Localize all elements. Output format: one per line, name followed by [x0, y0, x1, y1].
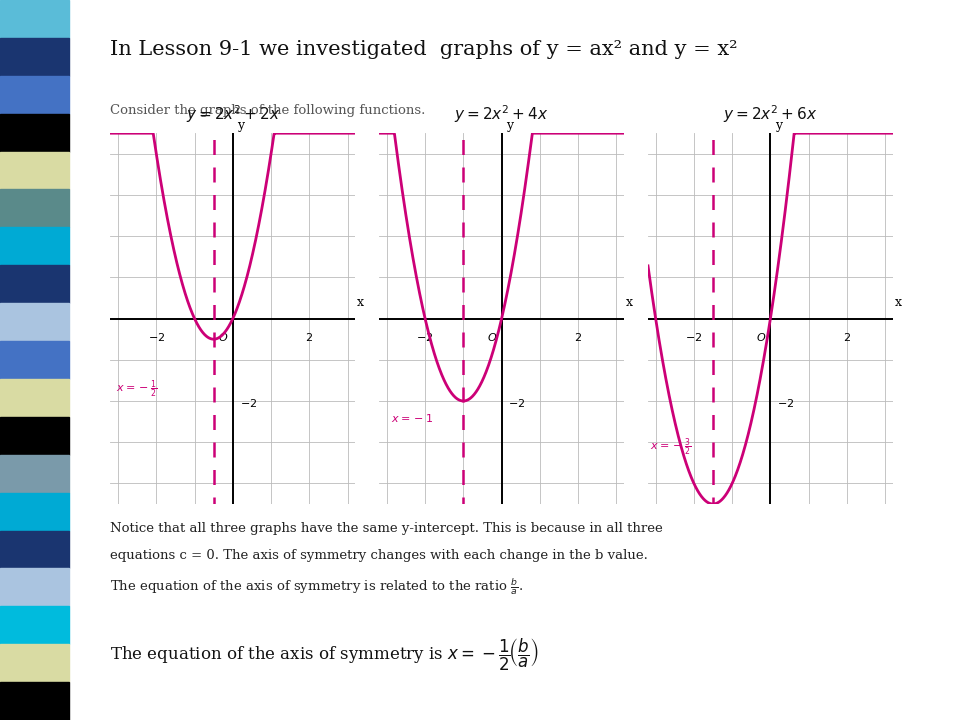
- Text: $x = -\frac{1}{2}$: $x = -\frac{1}{2}$: [116, 379, 157, 400]
- Text: In Lesson 9-1 we investigated  graphs of y = ax² and y = x²: In Lesson 9-1 we investigated graphs of …: [110, 40, 738, 58]
- Text: $-2$: $-2$: [417, 331, 434, 343]
- Text: y: y: [506, 119, 514, 132]
- Text: $2$: $2$: [305, 331, 313, 343]
- Text: x: x: [357, 296, 364, 310]
- Text: $O$: $O$: [487, 331, 497, 343]
- Text: x: x: [895, 296, 901, 310]
- Text: $O$: $O$: [218, 331, 228, 343]
- Text: $x = -1$: $x = -1$: [391, 412, 433, 423]
- Text: $2$: $2$: [843, 331, 851, 343]
- Text: y: y: [237, 119, 245, 132]
- Text: $-2$: $-2$: [148, 331, 165, 343]
- Text: x: x: [626, 296, 633, 310]
- Text: $y = 2x^2 + 6x$: $y = 2x^2 + 6x$: [723, 103, 818, 125]
- Text: Notice that all three graphs have the same y-intercept. This is because in all t: Notice that all three graphs have the sa…: [110, 522, 663, 535]
- Text: $-2$: $-2$: [778, 397, 795, 409]
- Text: $y = 2x^2 + 2x$: $y = 2x^2 + 2x$: [185, 103, 280, 125]
- Text: $O$: $O$: [756, 331, 766, 343]
- Text: $-2$: $-2$: [685, 331, 703, 343]
- Text: equations c = 0. The axis of symmetry changes with each change in the b value.: equations c = 0. The axis of symmetry ch…: [110, 549, 648, 562]
- Text: $-2$: $-2$: [509, 397, 526, 409]
- Text: y: y: [775, 119, 782, 132]
- Text: The equation of the axis of symmetry is $x = -\dfrac{1}{2}\!\left(\dfrac{b}{a}\r: The equation of the axis of symmetry is …: [110, 637, 540, 673]
- Text: $2$: $2$: [574, 331, 582, 343]
- Text: $y = 2x^2 + 4x$: $y = 2x^2 + 4x$: [454, 103, 549, 125]
- Text: Consider the graphs of the following functions.: Consider the graphs of the following fun…: [110, 104, 426, 117]
- Text: $-2$: $-2$: [240, 397, 257, 409]
- Text: $x = -\frac{3}{2}$: $x = -\frac{3}{2}$: [650, 436, 691, 458]
- Text: The equation of the axis of symmetry is related to the ratio $\frac{b}{a}$.: The equation of the axis of symmetry is …: [110, 577, 523, 597]
